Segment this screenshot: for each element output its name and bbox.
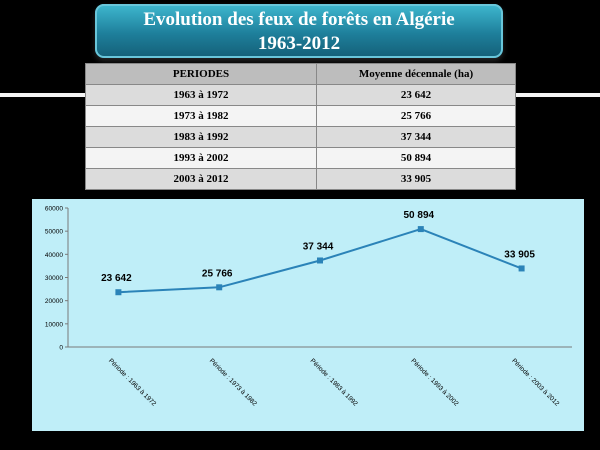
x-tick-label: Période : 1983 à 1992 bbox=[309, 357, 359, 407]
table-cell-period: 1983 à 1992 bbox=[85, 126, 317, 148]
y-tick-label: 0 bbox=[59, 345, 63, 352]
data-point-marker bbox=[317, 257, 323, 264]
data-point-marker bbox=[115, 289, 122, 296]
x-tick-label: Période : 1993 à 2002 bbox=[409, 357, 459, 407]
data-label: 23 642 bbox=[101, 273, 132, 284]
y-tick-label: 40000 bbox=[45, 252, 63, 259]
table-cell-value: 50 894 bbox=[316, 147, 516, 169]
data-point-marker bbox=[417, 226, 424, 233]
table-cell-period: 1993 à 2002 bbox=[85, 147, 317, 169]
table-row: 1973 à 1982 25 766 bbox=[85, 105, 516, 127]
table-row: 2003 à 2012 33 905 bbox=[85, 168, 516, 190]
table-row: 1983 à 1992 37 344 bbox=[85, 126, 516, 148]
y-tick-label: 10000 bbox=[45, 321, 63, 328]
table-row: 1993 à 2002 50 894 bbox=[85, 147, 516, 169]
table-cell-period: 1973 à 1982 bbox=[85, 105, 317, 127]
data-point-marker bbox=[216, 284, 223, 291]
table-cell-value: 25 766 bbox=[316, 105, 516, 127]
title-banner: Evolution des feux de forêts en Algérie … bbox=[95, 4, 503, 58]
y-tick-label: 20000 bbox=[45, 298, 63, 305]
divider-left bbox=[0, 93, 85, 97]
data-label: 25 766 bbox=[202, 268, 233, 279]
y-tick-label: 30000 bbox=[45, 275, 63, 282]
x-tick-label: Période : 1963 à 1972 bbox=[107, 357, 157, 407]
table-header-row: PERIODES Moyenne décennale (ha) bbox=[85, 63, 516, 85]
table-cell-period: 1963 à 1972 bbox=[85, 84, 317, 106]
line-chart: 0 10000 20000 30000 40000 50000 60000 Période :… bbox=[45, 206, 572, 408]
table-header-periods: PERIODES bbox=[85, 63, 317, 85]
title-line-1: Evolution des feux de forêts en Algérie bbox=[143, 9, 455, 30]
title-line-2: 1963-2012 bbox=[257, 33, 341, 54]
data-label: 50 894 bbox=[404, 210, 435, 221]
table-cell-value: 23 642 bbox=[316, 84, 516, 106]
data-label: 37 344 bbox=[303, 241, 334, 252]
y-tick-label: 60000 bbox=[45, 206, 63, 213]
table-header-average: Moyenne décennale (ha) bbox=[316, 63, 516, 85]
data-table: PERIODES Moyenne décennale (ha) 1963 à 1… bbox=[85, 63, 516, 190]
divider-right bbox=[516, 93, 600, 97]
x-tick-label: Période : 1973 à 1982 bbox=[208, 357, 258, 407]
x-tick-label: Période : 2003 à 2012 bbox=[510, 357, 560, 407]
table-row: 1963 à 1972 23 642 bbox=[85, 84, 516, 106]
chart-area: 0 10000 20000 30000 40000 50000 60000 Période :… bbox=[32, 199, 584, 431]
data-label: 33 905 bbox=[504, 249, 535, 260]
data-point-marker bbox=[518, 265, 525, 272]
table-cell-period: 2003 à 2012 bbox=[85, 168, 317, 190]
table-cell-value: 37 344 bbox=[316, 126, 516, 148]
table-cell-value: 33 905 bbox=[316, 168, 516, 190]
y-tick-label: 50000 bbox=[45, 229, 63, 236]
